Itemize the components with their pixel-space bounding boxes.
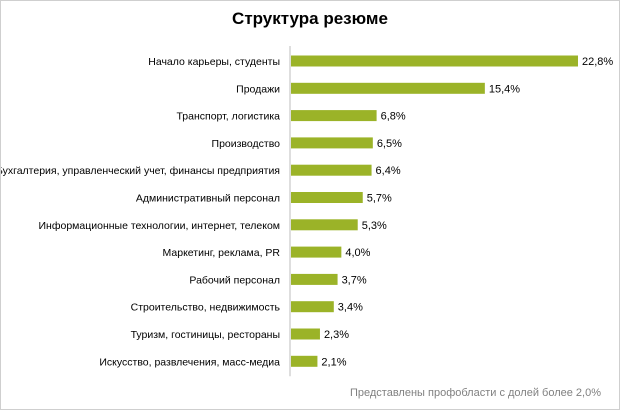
bar [291,355,318,367]
value-label: 2,3% [324,329,349,341]
bar [291,82,485,94]
category-label: Транспорт, логистика [176,111,280,123]
category-label: Бухгалтерия, управленческий учет, финанс… [1,165,280,177]
value-label: 5,7% [367,193,392,205]
chart-title: Структура резюме [232,9,388,28]
value-label: 6,4% [376,165,401,177]
category-label: Туризм, гостиницы, рестораны [131,329,280,341]
bar [291,246,342,258]
category-label: Продажи [236,83,280,95]
category-label: Информационные технологии, интернет, тел… [39,220,281,232]
category-label: Начало карьеры, студенты [148,56,280,68]
value-label: 3,7% [342,274,367,286]
value-label: 22,8% [582,56,613,68]
value-label: 6,5% [377,138,402,150]
bar [291,219,358,231]
value-label: 2,1% [321,356,346,368]
bar [291,328,320,340]
bar [291,55,578,67]
value-label: 5,3% [362,220,387,232]
category-label: Административный персонал [136,193,280,205]
category-label: Строительство, недвижимость [131,302,281,314]
bar [291,110,377,122]
bar [291,192,363,203]
category-label: Искусство, развлечения, масс-медиа [99,356,280,368]
bar [291,301,334,313]
value-label: 3,4% [338,302,363,314]
category-label: Маркетинг, реклама, PR [163,247,281,259]
value-label: 15,4% [489,83,520,95]
bar [291,273,338,285]
category-label: Рабочий персонал [189,274,280,286]
chart-footnote: Представлены профобласти с долей более 2… [349,387,601,399]
category-label: Производство [212,138,281,150]
bar [291,137,373,149]
bar [291,164,372,176]
value-label: 4,0% [345,247,370,259]
value-label: 6,8% [381,111,406,123]
